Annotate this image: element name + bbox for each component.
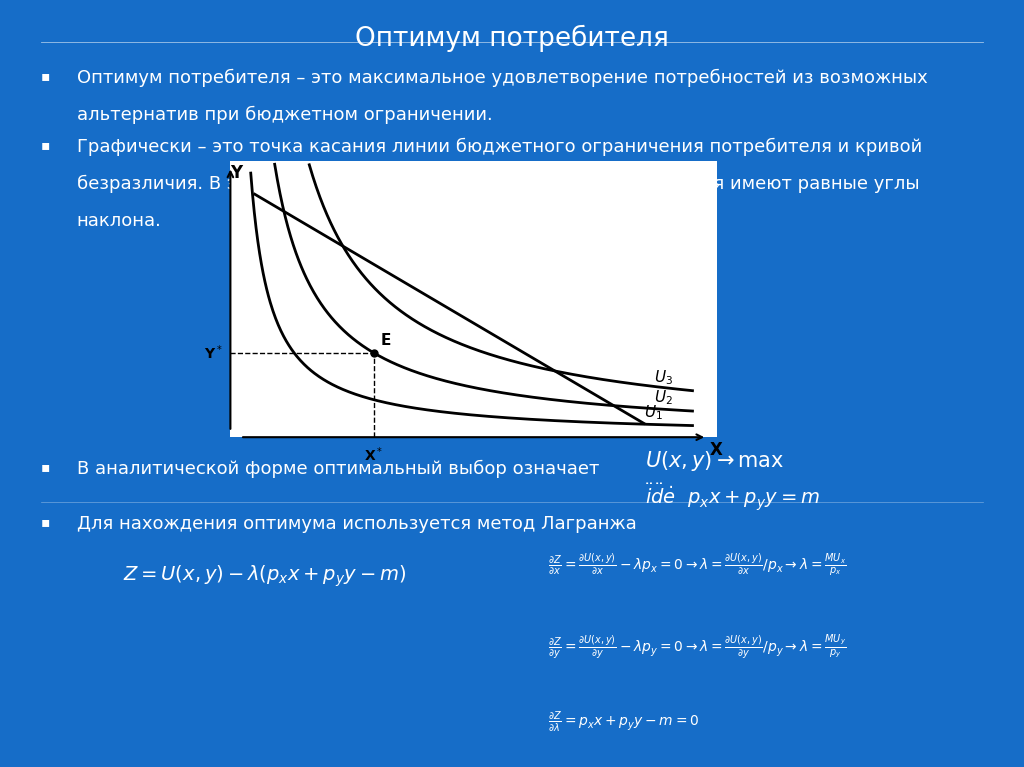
- Text: X: X: [710, 441, 722, 459]
- Text: Y$^*$: Y$^*$: [205, 344, 223, 362]
- Text: $\frac{\partial Z}{\partial y} = \frac{\partial U(x,y)}{\partial y} - \lambda p_: $\frac{\partial Z}{\partial y} = \frac{\…: [548, 633, 846, 662]
- Text: E: E: [381, 333, 391, 347]
- Text: $U_1$: $U_1$: [644, 403, 663, 422]
- Text: $U_2$: $U_2$: [653, 389, 673, 407]
- Text: $\frac{\partial Z}{\partial x} = \frac{\partial U(x,y)}{\partial x} - \lambda p_: $\frac{\partial Z}{\partial x} = \frac{\…: [548, 552, 846, 578]
- Text: Оптимум потребителя: Оптимум потребителя: [355, 25, 669, 52]
- Text: наклона.: наклона.: [77, 212, 162, 229]
- Text: альтернатив при бюджетном ограничении.: альтернатив при бюджетном ограничении.: [77, 106, 493, 124]
- Text: Графически – это точка касания линии бюджетного ограничения потребителя и кривой: Графически – это точка касания линии бюд…: [77, 138, 922, 156]
- Text: безразличия. В этой точке кривая безразличия и бюджетная линия имеют равные углы: безразличия. В этой точке кривая безразл…: [77, 175, 920, 193]
- Text: ▪: ▪: [41, 460, 50, 474]
- Text: В аналитической форме оптимальный выбор означает: В аналитической форме оптимальный выбор …: [77, 460, 599, 479]
- Text: $\mathit{\ddot{i}\ddot{d}\dot{e}}\ \ p_x x + p_y y = m$: $\mathit{\ddot{i}\ddot{d}\dot{e}}\ \ p_x…: [645, 482, 820, 513]
- Text: $Z = U(x,y) - \lambda(p_x x + p_y y - m)$: $Z = U(x,y) - \lambda(p_x x + p_y y - m)…: [123, 564, 407, 589]
- Text: Для нахождения оптимума используется метод Лагранжа: Для нахождения оптимума используется мет…: [77, 515, 637, 533]
- Text: ▪: ▪: [41, 69, 50, 83]
- Text: Y: Y: [230, 164, 243, 182]
- Text: X$^*$: X$^*$: [365, 446, 383, 464]
- Text: Оптимум потребителя – это максимальное удовлетворение потребностей из возможных: Оптимум потребителя – это максимальное у…: [77, 69, 928, 87]
- Text: $U(x, y) \rightarrow \mathrm{max}$: $U(x, y) \rightarrow \mathrm{max}$: [645, 449, 784, 472]
- Text: $U_3$: $U_3$: [653, 368, 673, 387]
- Text: ▪: ▪: [41, 138, 50, 152]
- Text: $\frac{\partial Z}{\partial \lambda} = p_x x + p_y y - m = 0$: $\frac{\partial Z}{\partial \lambda} = p…: [548, 709, 699, 735]
- Text: ▪: ▪: [41, 515, 50, 529]
